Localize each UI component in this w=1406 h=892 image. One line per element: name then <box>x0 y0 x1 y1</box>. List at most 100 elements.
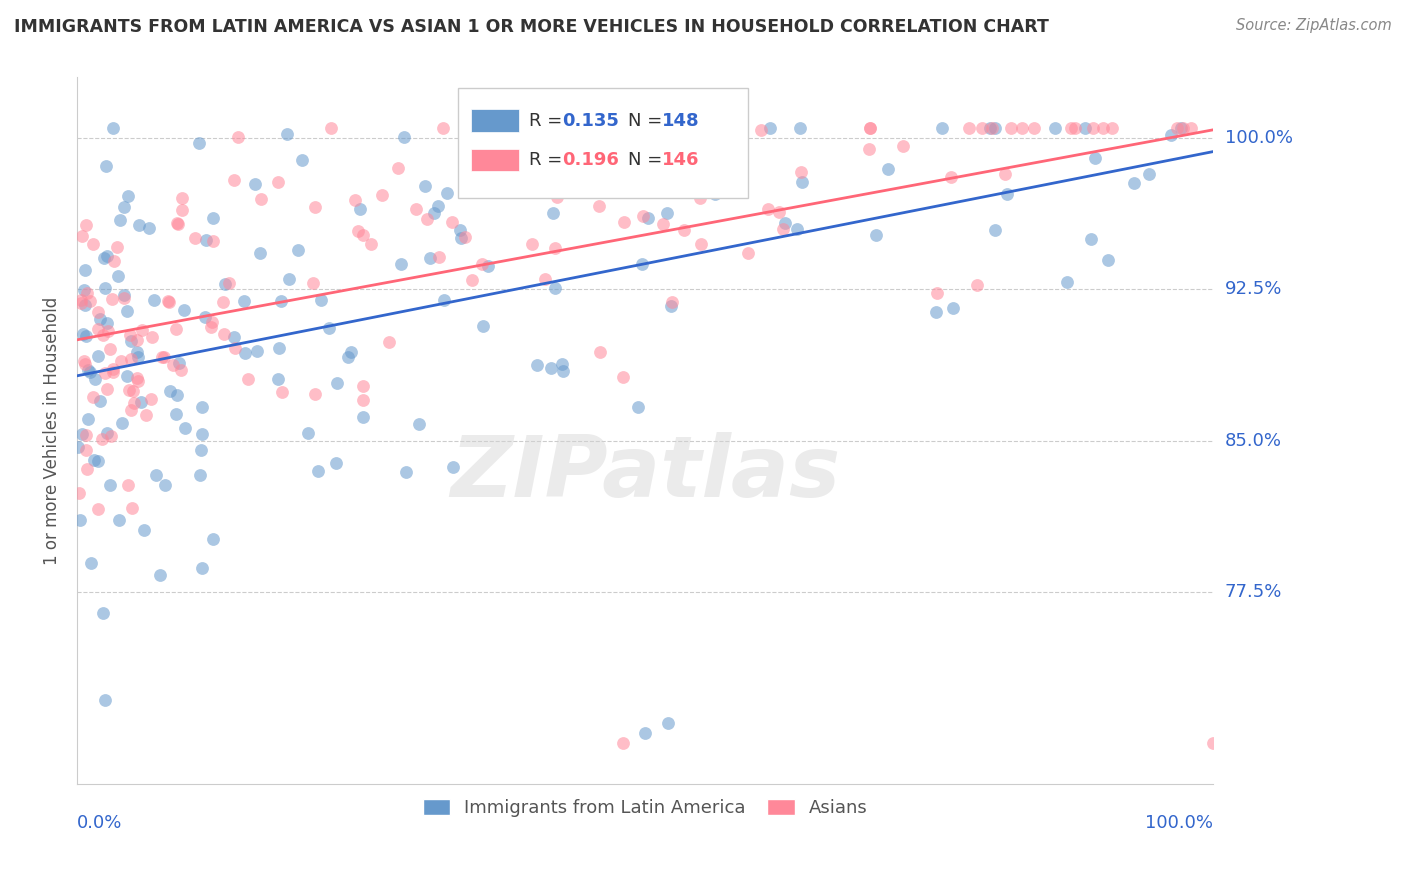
Point <box>96 382 118 396</box>
Point <box>891 139 914 153</box>
Point <box>676 120 699 135</box>
Point <box>115 368 138 383</box>
Point <box>408 417 430 431</box>
Point <box>127 351 149 365</box>
Point <box>454 230 477 244</box>
Point <box>679 122 702 136</box>
Point <box>326 376 349 390</box>
Point <box>122 384 145 399</box>
Point <box>91 606 114 620</box>
Point <box>352 410 374 425</box>
Point <box>145 467 167 482</box>
Point <box>127 345 149 359</box>
Point <box>1000 120 1022 135</box>
Point <box>87 322 110 336</box>
Point <box>631 210 654 224</box>
Point <box>441 215 464 229</box>
Text: 0.0%: 0.0% <box>77 814 122 832</box>
Point <box>190 442 212 457</box>
Y-axis label: 1 or more Vehicles in Household: 1 or more Vehicles in Household <box>44 296 60 565</box>
Point <box>270 294 292 309</box>
Point <box>135 409 157 423</box>
Point <box>236 372 259 386</box>
Point <box>224 329 246 343</box>
Point <box>107 269 129 284</box>
Point <box>980 120 1002 135</box>
Point <box>346 224 368 238</box>
Point <box>98 342 121 356</box>
Point <box>703 187 725 202</box>
Point <box>942 301 965 315</box>
Point <box>551 357 574 371</box>
Point <box>94 159 117 173</box>
Point <box>858 142 880 156</box>
Point <box>499 141 522 155</box>
Point <box>983 223 1005 237</box>
Point <box>121 501 143 516</box>
Point <box>321 120 343 135</box>
Point <box>772 221 794 235</box>
Point <box>419 251 441 265</box>
Point <box>69 293 91 307</box>
Point <box>544 241 567 255</box>
Point <box>612 736 634 750</box>
Point <box>111 416 134 430</box>
Point <box>865 227 887 242</box>
Point <box>737 245 759 260</box>
Point <box>768 204 790 219</box>
Point <box>972 120 994 135</box>
Point <box>304 200 326 214</box>
Point <box>1080 232 1102 246</box>
Point <box>602 134 624 148</box>
Text: 92.5%: 92.5% <box>1225 280 1282 298</box>
Point <box>458 177 481 191</box>
Point <box>101 292 124 306</box>
Point <box>318 320 340 334</box>
Point <box>93 251 115 265</box>
Point <box>449 223 471 237</box>
Legend: Immigrants from Latin America, Asians: Immigrants from Latin America, Asians <box>416 791 875 824</box>
Point <box>249 246 271 260</box>
Point <box>995 186 1018 201</box>
Point <box>378 334 401 349</box>
Point <box>100 428 122 442</box>
Point <box>278 272 301 286</box>
Point <box>103 362 125 376</box>
Point <box>157 294 180 309</box>
Point <box>112 288 135 302</box>
Point <box>1064 120 1087 135</box>
Point <box>1160 128 1182 143</box>
Point <box>759 120 782 135</box>
Point <box>984 120 1007 135</box>
Point <box>89 312 111 326</box>
Point <box>343 193 366 207</box>
Point <box>191 427 214 442</box>
Point <box>551 364 574 378</box>
Point <box>97 324 120 338</box>
Point <box>73 298 96 312</box>
Point <box>134 523 156 537</box>
Point <box>267 341 290 355</box>
Text: 0.196: 0.196 <box>562 151 619 169</box>
Point <box>166 216 188 230</box>
Point <box>72 327 94 342</box>
Point <box>212 295 235 310</box>
Point <box>637 211 659 225</box>
Point <box>226 130 249 145</box>
Point <box>627 400 650 414</box>
Text: 100.0%: 100.0% <box>1225 129 1292 147</box>
Point <box>450 231 472 245</box>
Point <box>1084 151 1107 165</box>
Point <box>75 263 97 277</box>
Text: 0.135: 0.135 <box>562 112 619 129</box>
Point <box>96 425 118 440</box>
Point <box>790 175 813 189</box>
Point <box>243 177 266 191</box>
Point <box>110 354 132 368</box>
Point <box>939 170 962 185</box>
Point <box>118 383 141 397</box>
Point <box>120 334 142 349</box>
Point <box>1045 120 1067 135</box>
Point <box>76 363 98 377</box>
Point <box>644 141 666 155</box>
